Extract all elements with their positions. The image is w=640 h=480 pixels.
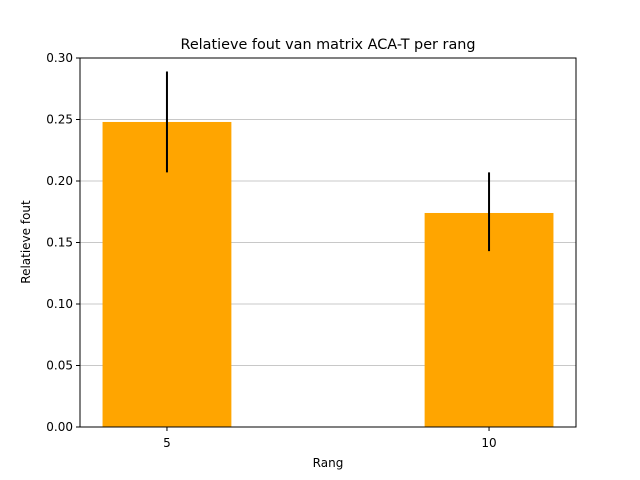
x-axis-ticks: 5 10 (163, 427, 497, 450)
bar-5 (102, 121, 232, 428)
error-bars (165, 71, 491, 252)
bars (102, 121, 554, 428)
y-tick-label: 0.05 (46, 359, 73, 373)
y-axis-label: Relatieve fout (19, 200, 33, 284)
y-tick-label: 0.00 (46, 420, 73, 434)
y-axis-ticks: 0.00 0.05 0.10 0.15 0.20 0.25 0.30 (46, 51, 80, 434)
x-tick-label: 5 (163, 436, 171, 450)
y-tick-label: 0.25 (46, 113, 73, 127)
x-tick-label: 10 (481, 436, 496, 450)
y-tick-label: 0.30 (46, 51, 73, 65)
y-tick-label: 0.10 (46, 297, 73, 311)
y-tick-label: 0.15 (46, 236, 73, 250)
x-axis-label: Rang (313, 456, 344, 470)
chart-title: Relatieve fout van matrix ACA-T per rang (180, 37, 475, 53)
y-tick-label: 0.20 (46, 174, 73, 188)
